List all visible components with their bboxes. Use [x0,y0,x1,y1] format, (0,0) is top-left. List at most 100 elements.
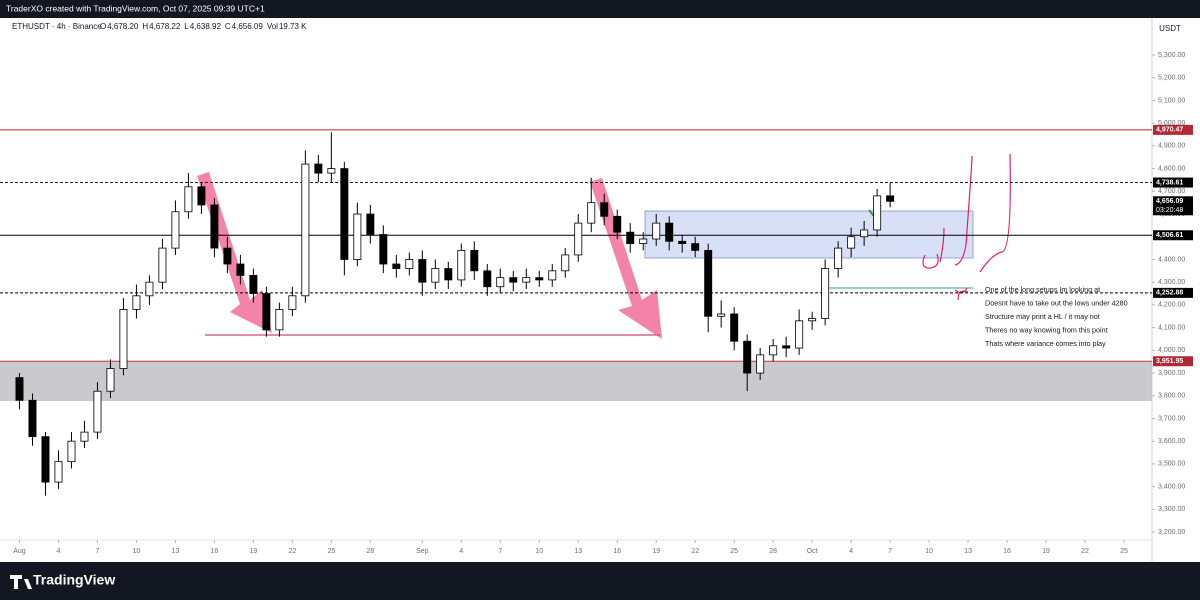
y-tick-label: 5,000.00 [1158,120,1185,127]
candle-body [613,215,622,233]
ohlc-value: 19.73 K [279,22,307,31]
x-tick-label: Oct [807,548,818,555]
candle-body [548,270,557,281]
logo-icon [10,575,32,589]
candle-body [522,277,531,283]
ohlc-key: Vol [267,22,278,31]
price-label-box [1153,356,1193,367]
plot [0,129,1152,496]
ohlc-value: 4,656.09 [232,22,264,31]
y-tick-label: 3,400.00 [1158,483,1185,490]
y-tick-label: 3,500.00 [1158,461,1185,468]
price-label-box [1153,177,1193,188]
candle-body [41,436,50,483]
price-label: 4,738.61 [1156,179,1183,186]
last-price-box [1153,196,1193,216]
candle-body [782,345,791,349]
ohlc-legend: O 4,678.20 H 4,678.22 L 4,638.92 C 4,656.09 Vol 1… [100,22,307,31]
x-tick-label: 19 [1042,548,1050,555]
price-label-box [1153,124,1193,135]
y-tick-label: 4,200.00 [1158,302,1185,309]
annotation: Doesnt have to take out the lows under 4… [985,298,1128,307]
y-tick-label: 3,700.00 [1158,415,1185,422]
candle-body [158,247,167,283]
candle-body [197,186,206,206]
annotation: Theres no way knowing from this point [985,325,1108,334]
credit: TraderXO created with TradingView.com, O… [6,3,265,13]
y-tick-label: 3,800.00 [1158,393,1185,400]
candle-body [470,249,479,272]
candle-body [106,368,115,392]
candle-body [210,204,219,249]
candle-body [80,431,89,442]
x-tick-label: 16 [1003,548,1011,555]
candle-body [431,268,440,283]
ohlc-key: L [184,22,189,31]
annotations: One of the long setups Im looking at Does… [985,285,1128,348]
x-tick-label: 19 [249,548,257,555]
candle-body [756,354,765,374]
candle-body [340,168,349,260]
x-tick-label: 7 [888,548,892,555]
x-tick-label: 10 [535,548,543,555]
brand: TradingView [33,572,115,588]
x-tick-label: 22 [288,548,296,555]
ohlc-value: 4,678.20 [107,22,139,31]
candle-body [457,249,466,281]
candle-body [301,163,310,297]
x-tick-label: 4 [849,548,853,555]
candle-body [496,277,505,288]
price-label: 4,970.47 [1156,127,1183,134]
y-tick-label: 4,800.00 [1158,165,1185,172]
x-tick-label: 25 [730,548,738,555]
candle-body [236,263,245,276]
top-bar [0,0,1200,18]
candle-body [223,247,232,265]
candle-body [15,377,24,401]
candle-body [353,213,362,260]
x-tick-label: 13 [964,548,972,555]
candle-body [28,399,37,438]
x-tick-label: 10 [925,548,933,555]
bottom-bar [0,562,1200,600]
ohlc-key: C [225,22,231,31]
y-tick-label: 4,100.00 [1158,324,1185,331]
y-tick-label: 3,600.00 [1158,438,1185,445]
support-zone [0,362,1152,401]
y-tick-label: 4,700.00 [1158,188,1185,195]
x-tick-label: 7 [498,548,502,555]
candle-body [769,345,778,356]
price-label-box [1153,287,1193,298]
candle-body [639,238,648,244]
x-tick-label: 10 [133,548,141,555]
price-label: 4,252.88 [1156,290,1183,297]
candle-body [93,390,102,433]
candle-body [886,195,895,202]
last-price-label: 4,656.09 [1156,198,1183,205]
x-tick-label: 13 [172,548,180,555]
candle-body [379,234,388,265]
y-tick-label: 4,900.00 [1158,143,1185,150]
currency: USDT [1159,24,1181,33]
candle-body [119,309,128,369]
candle-body [743,340,752,374]
candle-body [275,309,284,331]
x-tick-label: 28 [769,548,777,555]
candle-body [67,440,76,463]
candle-body [54,461,63,483]
candle-body [418,259,427,283]
candle-body [821,268,830,319]
x-tick-label: Sep [416,548,429,555]
candle-body [665,222,674,242]
candle-body [314,163,323,174]
candle-body [392,263,401,269]
x-tick-label: Aug [13,548,26,555]
x-tick-label: 22 [1081,548,1089,555]
candle-body [249,274,258,294]
x-tick-label: 25 [1120,548,1128,555]
price-label: 4,506.61 [1156,232,1183,239]
candle-body [730,313,739,342]
candle-body [600,202,609,217]
